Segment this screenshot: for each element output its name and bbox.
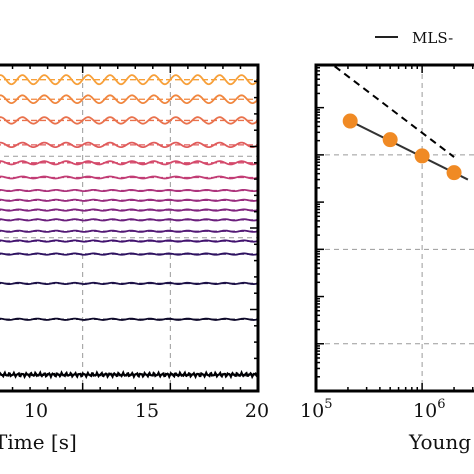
- right-x-tick-base-1e6: 10: [413, 400, 437, 422]
- left-series-line-12: [0, 141, 259, 149]
- right-panel: 105 106 Young MLS-: [300, 29, 474, 454]
- legend-label: MLS-: [412, 29, 453, 47]
- left-series-line-8: [0, 198, 259, 202]
- left-series-line-13: [0, 116, 259, 125]
- left-series-line-6: [0, 218, 259, 222]
- right-x-tick-exp-1e5: 5: [324, 397, 332, 412]
- right-x-tick-exp-1e6: 6: [437, 397, 445, 412]
- right-x-axis-label: Young: [408, 430, 471, 454]
- left-series-line-0: [0, 369, 260, 380]
- left-series-line-5: [0, 229, 259, 233]
- right-x-tick-label-1e6: 106: [413, 397, 445, 422]
- left-axes-frame: [0, 63, 260, 393]
- left-series-line-15: [0, 74, 259, 86]
- left-series: [0, 74, 260, 380]
- left-x-tick-label-10: 10: [24, 400, 48, 422]
- left-x-tick-label-15: 15: [135, 400, 159, 422]
- left-series-line-4: [0, 239, 259, 243]
- left-series-line-14: [0, 94, 259, 105]
- left-x-tick-label-20: 20: [245, 400, 269, 422]
- left-series-line-7: [0, 208, 259, 212]
- left-panel: 10 15 20 Time [s]: [0, 63, 269, 454]
- right-data-point-2: [414, 148, 430, 164]
- right-dashed-reference-line: [334, 65, 455, 158]
- right-ticks: [315, 64, 474, 392]
- right-data-point-3: [446, 165, 462, 181]
- right-data-point-1: [382, 132, 398, 148]
- right-axes-frame: [314, 63, 474, 393]
- right-x-tick-base-1e5: 10: [300, 400, 324, 422]
- left-series-line-3: [0, 252, 259, 256]
- left-grid: [0, 65, 259, 391]
- left-x-axis-label: Time [s]: [0, 430, 77, 454]
- left-series-line-10: [0, 175, 259, 180]
- left-series-line-2: [0, 281, 259, 285]
- left-series-line-11: [0, 160, 259, 166]
- right-data-point-0: [342, 113, 358, 129]
- left-ticks: [11, 65, 259, 391]
- left-series-line-1: [0, 317, 259, 321]
- right-points: [342, 113, 462, 181]
- right-grid: [315, 65, 474, 391]
- left-series-line-9: [0, 188, 259, 193]
- right-x-tick-label-1e5: 105: [300, 397, 332, 422]
